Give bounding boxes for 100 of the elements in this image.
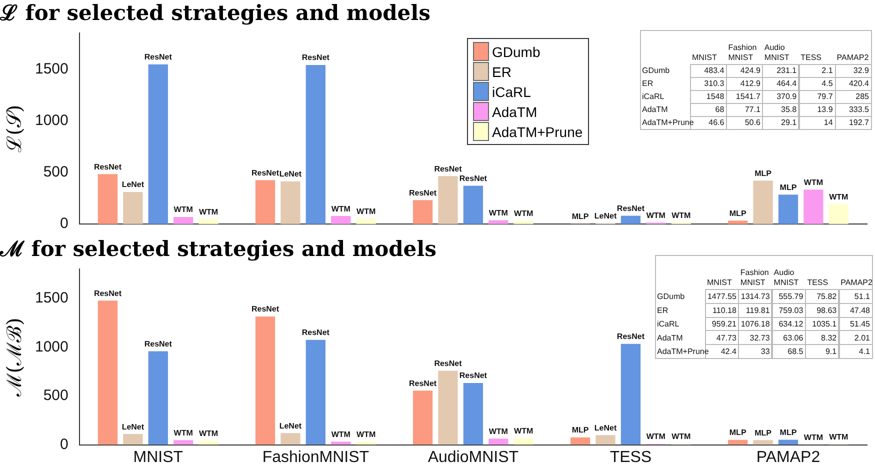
data-label: 1035.1	[812, 320, 838, 329]
bar	[123, 192, 143, 224]
data-label: ResNet	[251, 304, 280, 314]
data-label: 63.06	[783, 333, 804, 342]
data-label: LeNet	[594, 423, 617, 432]
data-label: 231.1	[776, 66, 798, 76]
bar	[728, 220, 748, 224]
bar	[463, 186, 484, 224]
data-label: 333.5	[848, 105, 870, 114]
x-tick-label: MNIST	[692, 53, 717, 62]
data-label: 310.3	[704, 79, 725, 88]
data-label: ResNet	[434, 164, 462, 174]
legend-label: ER	[492, 64, 512, 80]
bar	[280, 433, 300, 445]
x-tick-label: Audio MNIST	[774, 268, 799, 288]
data-label: 13.9	[817, 105, 834, 114]
data-label: 759.03	[778, 306, 804, 315]
data-label: LeNet	[122, 422, 144, 432]
data-label: 370.9	[776, 92, 798, 102]
data-label: 483.4	[704, 66, 725, 76]
data-label: 959.21	[712, 320, 737, 329]
bar	[98, 174, 118, 224]
data-label: ResNet	[302, 328, 330, 338]
bar	[570, 437, 590, 445]
x-tick-label: FashionMNIST	[262, 448, 370, 466]
data-label: MLP	[780, 182, 798, 192]
data-label: ResNet	[434, 358, 462, 368]
y-tick-label: iCaRL	[642, 92, 665, 102]
y-tick-label: ER	[642, 79, 654, 88]
y-axis-title: ℳ(ℳℬ)	[2, 318, 26, 398]
bar	[174, 440, 194, 445]
x-tick-label: Audio MNIST	[764, 43, 790, 62]
y-tick-label: iCaRL	[657, 320, 680, 329]
data-label: MLP	[780, 428, 798, 437]
y-tick-label: AdaTM+Prune	[657, 347, 710, 356]
data-label: MLP	[729, 208, 747, 218]
bar	[306, 340, 326, 445]
data-label: MLP	[754, 168, 772, 178]
bar	[753, 180, 773, 224]
x-tick-label: Fashion MNIST	[740, 268, 769, 288]
data-label: ResNet	[408, 188, 437, 198]
data-label: WTM	[488, 208, 508, 218]
legend-label: iCaRL	[492, 84, 531, 100]
bar	[255, 180, 276, 224]
data-label: 68	[715, 105, 725, 114]
bar	[98, 300, 118, 445]
legend-label: AdaTM	[492, 104, 538, 120]
bar	[488, 220, 508, 224]
bar	[488, 438, 508, 445]
data-label: MLP	[572, 212, 590, 221]
data-label: 75.82	[816, 292, 838, 302]
y-tick-label: GDumb	[642, 66, 670, 76]
bar	[123, 434, 143, 445]
data-label: 1076.18	[740, 320, 770, 329]
data-label: ResNet	[94, 162, 122, 172]
bar	[198, 440, 218, 445]
y-tick-label: 1000	[34, 338, 68, 356]
data-label: ResNet	[144, 339, 172, 348]
bar	[198, 219, 218, 224]
data-label: ResNet	[616, 204, 645, 213]
data-label: 1314.73	[740, 292, 770, 302]
bar	[620, 344, 641, 445]
x-tick-label: TESS	[610, 448, 652, 466]
data-label: 79.7	[817, 92, 834, 102]
data-label: ResNet	[251, 168, 280, 178]
bar	[412, 200, 433, 224]
bar	[728, 440, 748, 445]
data-label: WTM	[514, 209, 534, 218]
data-label: 285	[856, 92, 870, 102]
data-label: 51.1	[854, 292, 871, 302]
data-label: 2.01	[854, 333, 871, 342]
bar	[514, 221, 534, 224]
data-label: WTM	[804, 432, 824, 442]
y-tick-label: GDumb	[657, 292, 686, 302]
x-tick-label: Fashion MNIST	[728, 43, 757, 62]
data-label: 32.9	[853, 66, 870, 76]
data-label: 32.73	[750, 333, 770, 342]
data-label: LeNet	[122, 180, 144, 190]
bar	[463, 382, 484, 445]
data-label: MLP	[754, 428, 772, 438]
bar	[331, 216, 351, 224]
data-label: LeNet	[279, 170, 302, 179]
x-tick-label: PAMAP2	[836, 53, 870, 62]
data-label: WTM	[646, 432, 666, 442]
y-axis-title: ℒ(𝒮)	[2, 104, 26, 152]
data-label: 29.1	[781, 118, 798, 128]
data-label: ResNet	[302, 53, 330, 62]
bar	[356, 442, 376, 445]
data-label: ResNet	[144, 52, 172, 62]
data-label: LeNet	[279, 421, 302, 430]
data-label: 192.7	[848, 118, 870, 128]
data-label: WTM	[514, 426, 534, 436]
bar	[596, 435, 616, 445]
data-label: 424.9	[740, 66, 761, 76]
data-label: 1541.7	[736, 92, 761, 102]
bar	[753, 440, 773, 445]
bar	[280, 181, 300, 224]
y-tick-label: 1000	[34, 112, 68, 130]
data-label: WTM	[356, 206, 376, 216]
legend-label: AdaTM+Prune	[492, 124, 583, 140]
